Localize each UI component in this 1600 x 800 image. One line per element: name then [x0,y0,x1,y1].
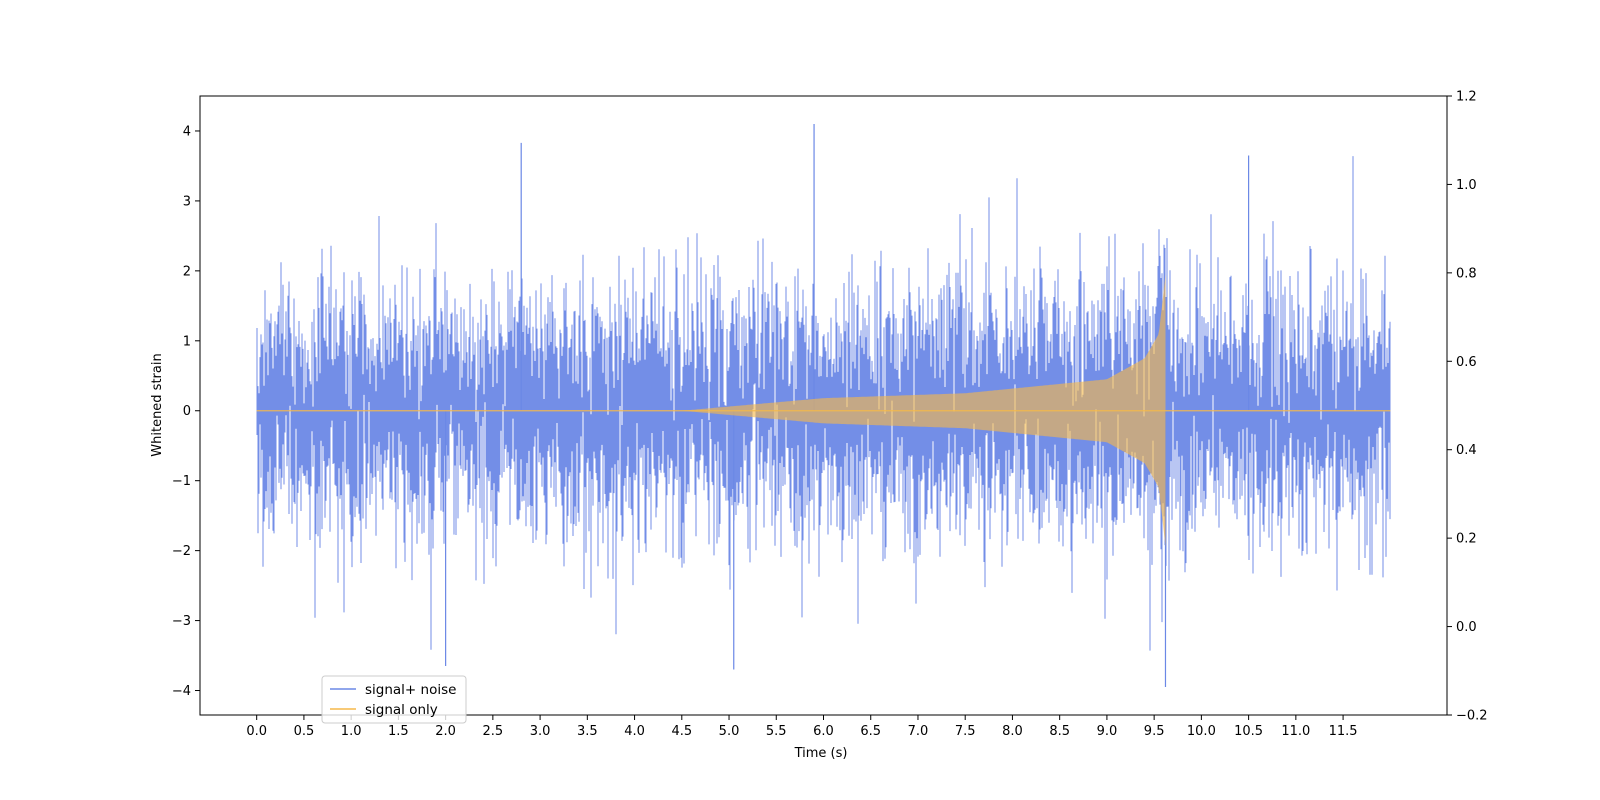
x-tick-label: 5.0 [719,724,740,739]
x-tick-label: 2.5 [483,724,504,739]
y2-tick-label: 0.4 [1456,443,1477,458]
legend-label-signal-noise: signal+ noise [365,682,456,698]
x-tick-label: 8.0 [1002,724,1023,739]
y2-tick-label: 0.6 [1456,355,1477,370]
x-tick-label: 1.5 [388,724,409,739]
x-tick-label: 9.0 [1097,724,1118,739]
x-tick-label: 7.5 [955,724,976,739]
x-tick-label: 11.0 [1281,724,1310,739]
y2-tick-label: 1.0 [1456,178,1477,193]
x-tick-label: 4.0 [624,724,645,739]
y-tick-label: 2 [183,264,191,279]
x-tick-label: 8.5 [1049,724,1070,739]
y-tick-label: 4 [183,124,191,139]
y-tick-label: 3 [183,194,191,209]
x-tick-label: 5.5 [766,724,787,739]
x-tick-label: 1.0 [341,724,362,739]
legend-label-signal-only: signal only [365,702,438,718]
x-axis: 0.0 0.5 1.0 1.5 2.0 2.5 3.0 3.5 4.0 4.5 5.0 5.5 6.0 6… [246,715,1358,739]
x-tick-label: 3.5 [577,724,598,739]
legend-box [321,675,467,724]
y-tick-label: 1 [183,334,191,349]
y2-tick-label: 0.2 [1456,532,1477,547]
y-axis-label: Whitened strain [150,353,165,456]
y-tick-label: −1 [172,474,191,489]
y-tick-label: −3 [172,614,191,629]
x-tick-label: 3.0 [530,724,551,739]
series-signal-noise-peaks [445,123,1250,688]
legend: signal+ noise signal only [321,675,467,724]
x-tick-label: 10.5 [1234,724,1263,739]
x-tick-label: 2.0 [435,724,456,739]
y-axis-right: 1.2 1.0 0.8 0.6 0.4 0.2 0.0 −0.2 [1447,90,1488,724]
x-tick-label: 6.5 [860,724,881,739]
y2-tick-label: −0.2 [1456,709,1488,724]
x-axis-label: Time (s) [794,746,848,761]
x-tick-label: 7.0 [908,724,929,739]
x-tick-label: 6.0 [813,724,834,739]
x-tick-label: 0.0 [246,724,267,739]
x-tick-label: 4.5 [671,724,692,739]
y2-tick-label: 0.8 [1456,266,1477,281]
x-tick-label: 11.5 [1329,724,1358,739]
x-tick-label: 0.5 [294,724,315,739]
x-tick-label: 9.5 [1144,724,1165,739]
y2-tick-label: 1.2 [1456,90,1477,105]
x-tick-label: 10.0 [1187,724,1216,739]
plot-area [256,123,1391,688]
y-tick-label: −2 [172,544,191,559]
y2-tick-label: 0.0 [1456,620,1477,635]
y-tick-label: 0 [183,404,191,419]
y-tick-label: −4 [172,684,191,699]
y-axis-left: 4 3 2 1 0 −1 −2 −3 −4 [172,124,200,699]
